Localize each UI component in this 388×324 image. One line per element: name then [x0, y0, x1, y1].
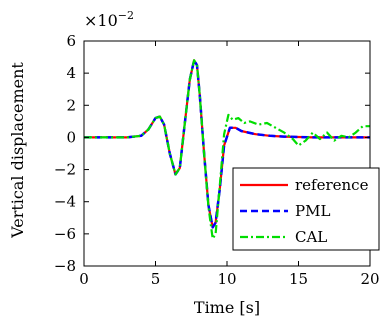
- y-tick-label: 2: [66, 96, 76, 114]
- y-tick-label: 6: [66, 32, 76, 50]
- x-tick-label: 20: [360, 270, 379, 288]
- x-tick-label: 15: [289, 270, 308, 288]
- x-tick-label: 0: [79, 270, 89, 288]
- legend: reference PML CAL: [232, 167, 380, 251]
- y-scale-base: ×10: [84, 11, 118, 30]
- y-scale-label: ×10−2: [84, 9, 134, 30]
- y-tick-label: −4: [54, 193, 76, 211]
- x-tick-label: 5: [151, 270, 161, 288]
- y-tick-label: 0: [66, 128, 76, 146]
- legend-label-cal: CAL: [295, 228, 327, 246]
- x-tick-label: 10: [217, 270, 236, 288]
- legend-label-reference: reference: [295, 176, 369, 194]
- plot-area: 0 5 10 15 20 −8 −6 −4 −2 0 2 4 6: [54, 32, 380, 288]
- series-line-pml: [84, 59, 370, 229]
- y-tick-label: −2: [54, 161, 76, 179]
- y-tick-label: −6: [54, 225, 76, 243]
- legend-label-pml: PML: [295, 202, 330, 220]
- y-scale-exponent: −2: [118, 9, 134, 22]
- x-axis-label: Time [s]: [194, 298, 260, 317]
- y-tick-label: −8: [54, 257, 76, 275]
- y-axis-label: Vertical displacement: [8, 62, 27, 239]
- series-line-cal: [84, 59, 370, 240]
- y-tick-label: 4: [66, 64, 76, 82]
